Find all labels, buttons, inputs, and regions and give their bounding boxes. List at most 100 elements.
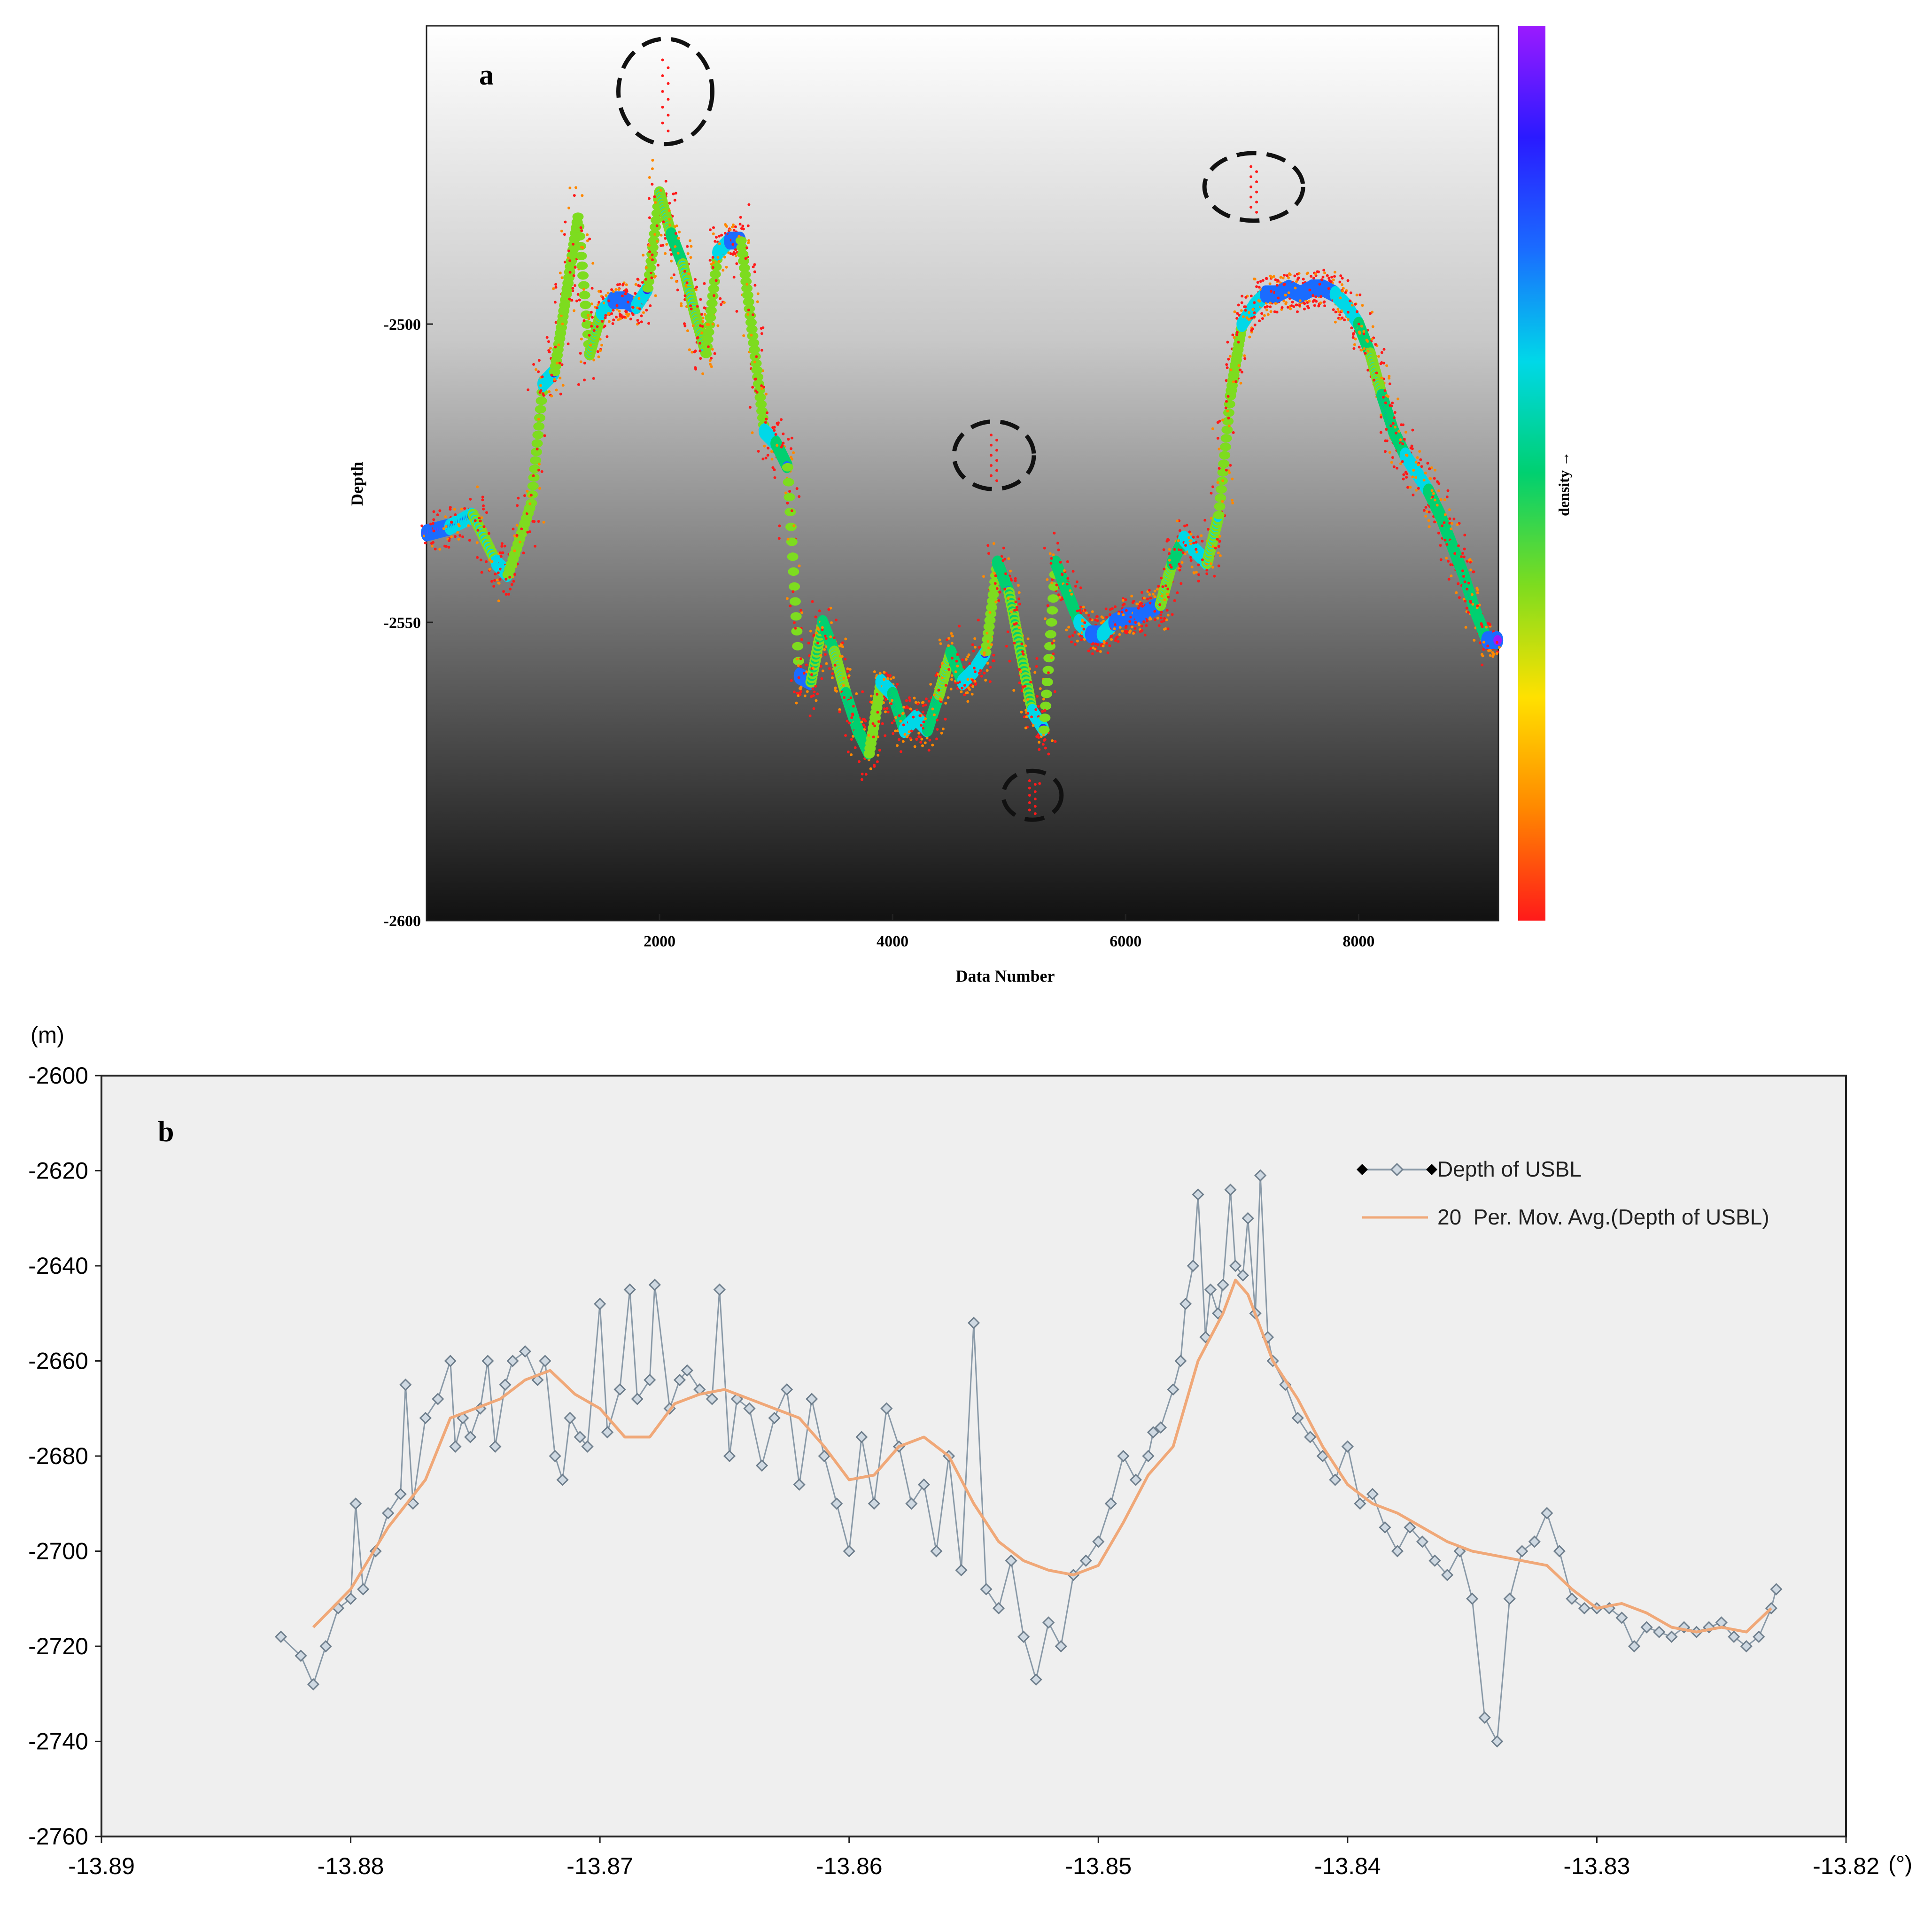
sparse-point xyxy=(623,315,626,318)
sparse-point xyxy=(1319,295,1323,298)
sparse-point xyxy=(1497,646,1501,649)
sparse-point xyxy=(1295,280,1298,283)
sparse-point xyxy=(589,343,592,347)
sparse-point xyxy=(748,406,752,409)
sparse-point xyxy=(951,635,954,638)
sparse-point xyxy=(1242,315,1245,318)
sparse-point xyxy=(603,325,606,327)
sparse-point xyxy=(1341,289,1344,293)
sparse-point xyxy=(855,692,858,695)
sparse-point xyxy=(1482,641,1485,644)
sparse-point xyxy=(627,314,629,318)
sparse-point xyxy=(1338,318,1342,321)
sparse-point xyxy=(1253,301,1256,304)
sparse-point xyxy=(1260,312,1264,315)
sparse-point xyxy=(773,468,776,472)
density-core xyxy=(743,293,752,298)
sparse-point xyxy=(1065,628,1068,632)
sparse-point xyxy=(1076,609,1079,612)
sparse-point xyxy=(709,228,712,232)
sparse-point xyxy=(1124,598,1127,601)
sparse-point xyxy=(1121,599,1125,602)
sparse-point xyxy=(1160,594,1164,597)
sparse-point xyxy=(891,721,894,725)
sparse-point xyxy=(1218,540,1221,543)
sparse-point xyxy=(572,242,575,246)
sparse-point xyxy=(607,312,610,315)
sparse-point xyxy=(1205,572,1209,575)
sparse-point xyxy=(1165,618,1168,621)
sparse-point xyxy=(1181,551,1185,554)
sparse-point xyxy=(802,672,806,675)
sparse-point xyxy=(838,710,841,713)
sparse-point xyxy=(935,737,939,741)
density-core xyxy=(987,605,996,610)
sparse-point xyxy=(499,555,503,558)
sparse-point xyxy=(430,544,434,548)
sparse-point xyxy=(444,515,447,519)
sparse-point xyxy=(864,720,867,723)
sparse-point xyxy=(1443,513,1447,516)
density-core xyxy=(981,650,990,655)
sparse-point xyxy=(698,341,702,345)
sparse-point xyxy=(1189,556,1192,559)
sparse-point xyxy=(1095,615,1099,618)
sparse-point xyxy=(810,695,813,698)
sparse-point xyxy=(1139,630,1142,633)
sparse-point xyxy=(573,194,576,197)
outlier-point xyxy=(1255,180,1258,184)
sparse-point xyxy=(1411,428,1414,432)
sparse-point xyxy=(947,644,950,647)
sparse-point xyxy=(539,384,542,387)
sparse-point xyxy=(676,252,680,255)
sparse-point xyxy=(525,512,528,515)
sparse-point xyxy=(1453,552,1457,555)
sparse-point xyxy=(1125,609,1128,612)
sparse-point xyxy=(992,659,995,662)
outlier-point xyxy=(1255,170,1258,173)
density-core xyxy=(645,272,654,277)
sparse-point xyxy=(683,270,686,273)
sparse-point xyxy=(672,273,675,277)
sparse-point xyxy=(733,252,737,256)
sparse-point xyxy=(1284,294,1287,297)
sparse-point xyxy=(877,720,880,723)
sparse-point xyxy=(755,355,758,358)
panel-a-colorbar xyxy=(1518,26,1545,921)
sparse-point xyxy=(1035,665,1038,668)
sparse-point xyxy=(1327,287,1330,290)
sparse-point xyxy=(1349,291,1352,294)
density-core xyxy=(985,618,994,623)
sparse-point xyxy=(1149,597,1152,600)
sparse-point xyxy=(1364,352,1367,355)
sparse-point xyxy=(1131,625,1133,628)
sparse-point xyxy=(754,377,758,380)
sparse-point xyxy=(1025,715,1028,719)
sparse-point xyxy=(871,722,875,725)
sparse-point xyxy=(980,674,983,678)
density-core xyxy=(991,579,1000,584)
sparse-point xyxy=(598,338,602,341)
sparse-point xyxy=(1037,705,1040,708)
sparse-point xyxy=(582,319,586,322)
sparse-point xyxy=(732,229,736,232)
outlier-point xyxy=(1249,195,1253,199)
sparse-point xyxy=(1117,612,1120,615)
sparse-point xyxy=(962,666,965,669)
sparse-point xyxy=(527,388,530,391)
sparse-point xyxy=(513,573,516,576)
sparse-point xyxy=(1201,558,1204,561)
sparse-point xyxy=(979,669,982,672)
sparse-point xyxy=(1102,640,1106,643)
sparse-point xyxy=(590,310,593,314)
sparse-point xyxy=(950,674,954,677)
sparse-point xyxy=(1160,611,1163,614)
sparse-point xyxy=(1185,524,1188,527)
density-core xyxy=(579,283,588,288)
sparse-point xyxy=(889,674,892,677)
sparse-point xyxy=(676,288,679,292)
sparse-point xyxy=(892,676,895,679)
sparse-point xyxy=(1313,304,1316,307)
sparse-point xyxy=(1302,301,1305,304)
sparse-point xyxy=(1243,354,1246,357)
